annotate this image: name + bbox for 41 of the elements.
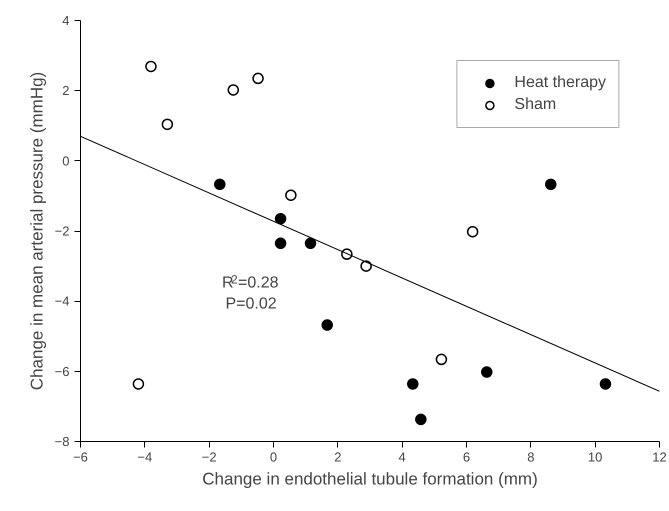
point: [545, 178, 557, 190]
x-tick-label: 12: [652, 450, 667, 464]
point: [285, 189, 297, 201]
point: [436, 354, 448, 366]
y-tick-label: −8: [54, 434, 70, 449]
x-tick-label: 6: [462, 450, 470, 464]
y-tick-label: 2: [62, 83, 70, 98]
y-axis-title: Change in mean arterial pressure (mmHg): [28, 72, 47, 390]
x-tick-label: 8: [527, 450, 534, 464]
point: [600, 378, 612, 390]
legend-label: Heat therapy: [514, 74, 606, 92]
x-tick-label: 2: [334, 450, 342, 464]
legend-label: Sham: [514, 96, 556, 114]
point: [214, 178, 226, 190]
y-tick-label: −4: [54, 294, 70, 309]
y-tick-label: 0: [62, 153, 70, 168]
point: [132, 378, 144, 390]
x-tick-label: 4: [398, 450, 406, 464]
point: [360, 260, 372, 272]
x-tick-label: 10: [588, 450, 602, 464]
point: [274, 212, 286, 224]
y-tick-label: −6: [54, 364, 70, 379]
y-tick-label: −2: [54, 224, 70, 238]
point: [252, 72, 264, 84]
y-tick-label: 4: [62, 13, 70, 28]
x-tick-label: −6: [73, 450, 88, 464]
point: [407, 378, 419, 390]
x-tick-label: −2: [202, 450, 217, 464]
x-axis-title: Change in endothelial tubule formation (mm): [202, 470, 538, 488]
point: [145, 60, 157, 72]
x-tick-label: 0: [270, 450, 278, 464]
point: [321, 319, 333, 331]
annotation: P=0.02: [226, 296, 277, 312]
point: [304, 238, 316, 250]
point: [481, 366, 493, 378]
point: [228, 84, 240, 96]
point: [274, 238, 286, 250]
point: [415, 414, 427, 426]
x-tick-label: −4: [137, 450, 152, 464]
point: [162, 118, 174, 130]
point: [466, 226, 478, 238]
